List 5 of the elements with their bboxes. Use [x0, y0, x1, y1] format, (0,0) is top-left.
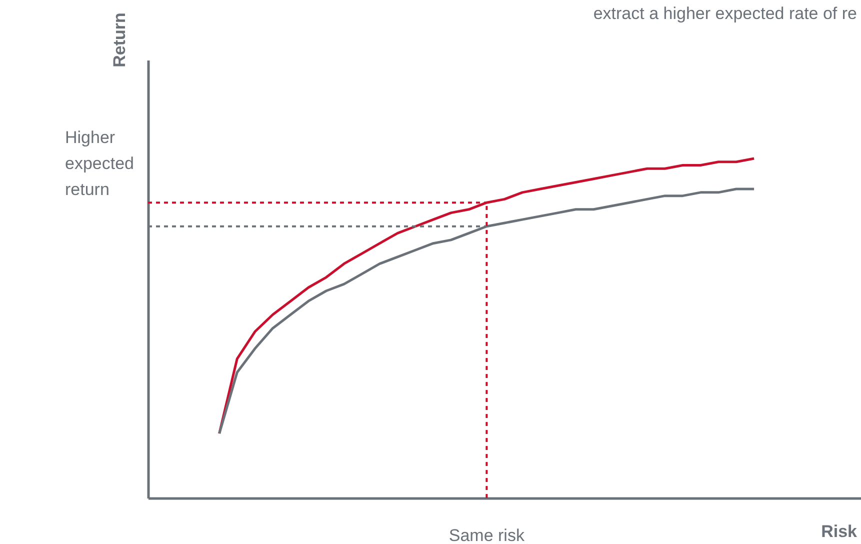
x-axis-title: Risk [821, 522, 858, 541]
text: extract a higher expected rate of re [593, 4, 857, 23]
ref-line-label: Higher expected return [65, 128, 134, 199]
text: Return [110, 12, 129, 68]
text: Same risk [448, 526, 525, 544]
